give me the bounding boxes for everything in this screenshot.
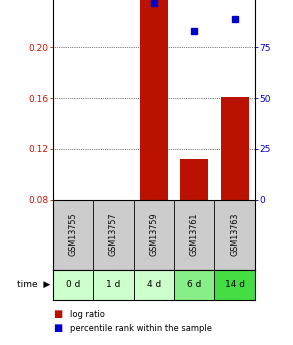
Bar bbox=[134, 269, 174, 299]
Bar bbox=[180, 159, 208, 199]
Text: GSM13761: GSM13761 bbox=[190, 213, 199, 256]
Text: GSM13759: GSM13759 bbox=[149, 213, 158, 256]
Text: GSM13757: GSM13757 bbox=[109, 213, 118, 256]
Bar bbox=[93, 269, 134, 299]
Bar bbox=[174, 269, 214, 299]
Text: 6 d: 6 d bbox=[187, 280, 202, 289]
Text: percentile rank within the sample: percentile rank within the sample bbox=[70, 324, 212, 333]
Text: log ratio: log ratio bbox=[70, 310, 105, 319]
Text: 14 d: 14 d bbox=[225, 280, 245, 289]
Text: 4 d: 4 d bbox=[147, 280, 161, 289]
Text: 0 d: 0 d bbox=[66, 280, 80, 289]
Text: 1 d: 1 d bbox=[106, 280, 121, 289]
Bar bbox=[214, 269, 255, 299]
Text: GSM13755: GSM13755 bbox=[69, 213, 77, 256]
Bar bbox=[140, 0, 168, 199]
Text: time  ▶: time ▶ bbox=[17, 280, 50, 289]
Bar bbox=[221, 97, 249, 199]
Bar bbox=[53, 269, 93, 299]
Text: ■: ■ bbox=[53, 309, 62, 319]
Text: ■: ■ bbox=[53, 323, 62, 333]
Text: GSM13763: GSM13763 bbox=[230, 213, 239, 256]
